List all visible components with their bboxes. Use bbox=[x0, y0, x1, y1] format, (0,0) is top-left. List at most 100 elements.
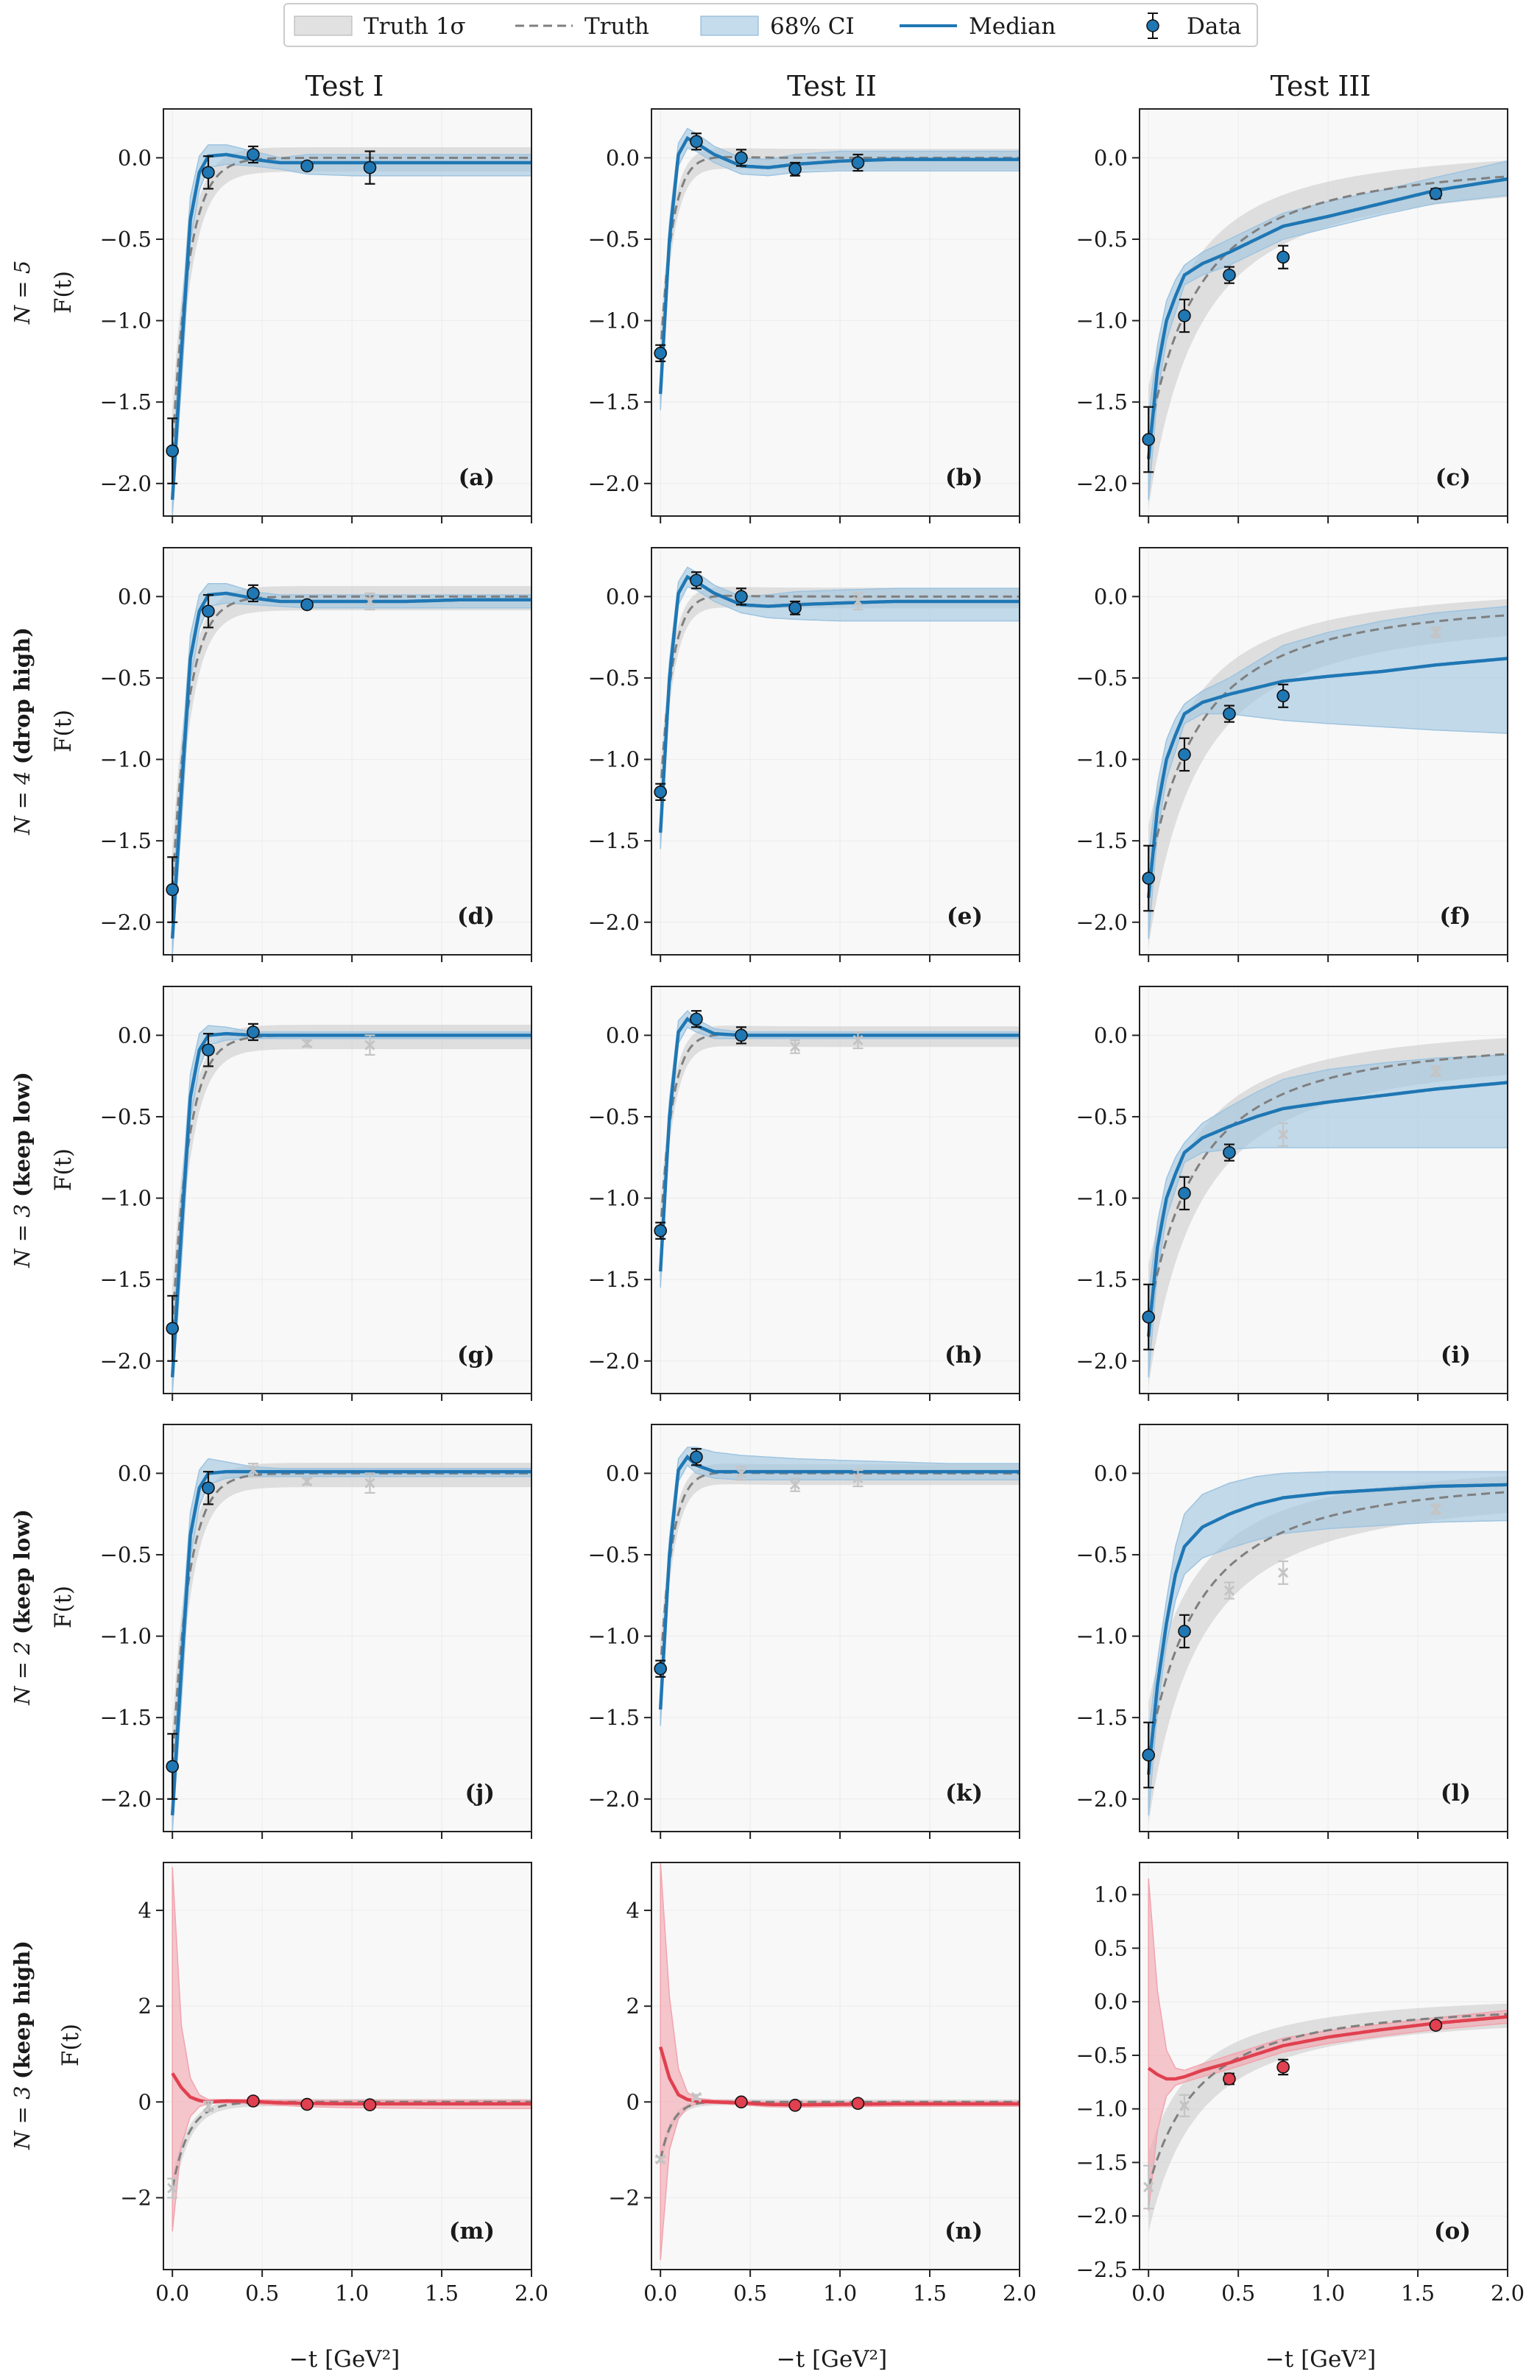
x-tick-label: 0.5 bbox=[733, 2281, 767, 2306]
x-tick-label: 2.0 bbox=[1003, 2281, 1036, 2306]
x-tick-label: 0.0 bbox=[643, 2281, 677, 2306]
excluded-marker bbox=[247, 1464, 259, 1476]
truth-line bbox=[659, 155, 1020, 353]
data-marker bbox=[690, 135, 703, 149]
y-tick-label: 0.0 bbox=[606, 145, 640, 170]
y-tick-label: 0 bbox=[626, 2089, 640, 2114]
x-tick-label: 1.0 bbox=[1311, 2281, 1345, 2306]
data-point bbox=[1178, 1614, 1191, 1649]
plot-frame bbox=[651, 108, 1020, 517]
plot-frame bbox=[163, 1424, 532, 1832]
y-tick-label: −2.0 bbox=[100, 1349, 152, 1374]
panel-label: (k) bbox=[945, 1780, 983, 1807]
y-tick-label: −2.0 bbox=[1076, 1349, 1128, 1374]
y-tick-label: −2 bbox=[120, 2185, 152, 2210]
median-line bbox=[658, 1016, 1020, 1272]
data-point bbox=[1223, 266, 1236, 284]
data-marker bbox=[1429, 187, 1443, 200]
ylabel-row-1: F(t) bbox=[50, 271, 77, 314]
panel-label: (m) bbox=[449, 2218, 495, 2245]
ci-band bbox=[660, 1010, 1020, 1288]
data-point bbox=[690, 2091, 702, 2102]
ci-band bbox=[660, 1447, 1020, 1726]
excluded-marker bbox=[852, 596, 863, 607]
excluded-marker bbox=[852, 1034, 863, 1046]
median-line bbox=[1146, 1483, 1508, 1775]
panel-d: 0.0 −0.5 −1.0 −1.5 −2.0 (d) bbox=[100, 547, 532, 962]
y-tick-label: −1.0 bbox=[588, 308, 640, 333]
xlabel-col-3: −t [GeV²] bbox=[1265, 2346, 1376, 2373]
legend-swatch-ci bbox=[700, 15, 759, 36]
plot-body bbox=[1142, 599, 1508, 947]
y-tick-label: −2.0 bbox=[588, 910, 640, 935]
median-line bbox=[1146, 1081, 1508, 1337]
plot-frame bbox=[1139, 108, 1508, 517]
data-point bbox=[1223, 1143, 1236, 1162]
data-point bbox=[202, 1033, 215, 1067]
median-line bbox=[170, 1031, 531, 1378]
data-marker bbox=[1142, 1748, 1155, 1762]
data-marker bbox=[1142, 872, 1155, 885]
plot-body bbox=[654, 1447, 1020, 1726]
row-label-2: N = 4 (drop high) bbox=[10, 627, 35, 836]
truth-band bbox=[1148, 1476, 1508, 1823]
data-point bbox=[300, 159, 314, 173]
data-point bbox=[851, 2097, 865, 2111]
y-tick-label: −1.5 bbox=[100, 1267, 152, 1292]
data-point bbox=[202, 1471, 215, 1505]
truth-line bbox=[1147, 1053, 1508, 1318]
y-tick-label: 0.0 bbox=[118, 145, 152, 170]
data-marker bbox=[1223, 268, 1236, 282]
ylabel-row-2: F(t) bbox=[50, 710, 77, 752]
panel-m: 0.0 0.5 1.0 1.5 2.0 4 2 0 −2 (m) bbox=[120, 1862, 548, 2306]
y-tick-label: 0.0 bbox=[1094, 1023, 1128, 1048]
median-line bbox=[171, 2072, 531, 2106]
data-point bbox=[202, 2100, 214, 2112]
y-tick-label: −0.5 bbox=[100, 1104, 152, 1129]
data-marker bbox=[654, 785, 667, 799]
data-marker bbox=[1276, 689, 1290, 703]
data-point bbox=[654, 783, 667, 801]
y-tick-label: −2.0 bbox=[588, 1787, 640, 1812]
data-marker bbox=[1223, 707, 1236, 721]
data-point bbox=[1178, 737, 1191, 772]
ylabel-row-4: F(t) bbox=[50, 1586, 77, 1628]
data-marker bbox=[1223, 1145, 1236, 1159]
truth-line bbox=[659, 594, 1020, 792]
data-marker bbox=[300, 2097, 314, 2111]
plot-frame bbox=[163, 1862, 532, 2270]
plot-body bbox=[1143, 1878, 1508, 2232]
panel-o: 0.0 0.5 1.0 1.5 2.0 1.0 0.5 0.0 −0.5 −1.0 −1.5 −2.0… bbox=[1076, 1862, 1525, 2306]
y-tick-label: −2.0 bbox=[588, 1349, 640, 1374]
ylabel-row-3: F(t) bbox=[50, 1148, 77, 1191]
y-tick-label: −0.5 bbox=[1076, 1542, 1128, 1567]
y-tick-label: −1.5 bbox=[1076, 2150, 1128, 2175]
plot-frame bbox=[1139, 986, 1508, 1394]
data-marker bbox=[166, 444, 179, 458]
data-point bbox=[788, 600, 802, 615]
plot-body bbox=[655, 1862, 1020, 2261]
row-label-suffix: (keep high) bbox=[10, 1941, 35, 2079]
data-marker bbox=[1178, 309, 1191, 322]
excluded-marker bbox=[1143, 2181, 1154, 2193]
data-marker bbox=[300, 159, 314, 173]
plot-frame bbox=[1139, 547, 1508, 956]
y-tick-label: −1.5 bbox=[100, 828, 152, 853]
truth-line bbox=[171, 595, 531, 890]
x-tick-label: 1.0 bbox=[823, 2281, 857, 2306]
plot-area bbox=[651, 109, 1020, 516]
legend-label-truth-line: Truth bbox=[584, 13, 649, 40]
plot-body bbox=[1142, 160, 1508, 508]
svg-text:N = 2 (keep low): N = 2 (keep low) bbox=[10, 1509, 35, 1706]
data-point bbox=[1429, 187, 1443, 200]
data-point bbox=[735, 587, 748, 606]
data-marker bbox=[166, 1321, 179, 1335]
y-tick-label: −2.0 bbox=[1076, 910, 1128, 935]
data-marker bbox=[690, 573, 703, 587]
y-tick-label: −1.5 bbox=[1076, 389, 1128, 414]
x-tick-label: 1.0 bbox=[335, 2281, 369, 2306]
data-point bbox=[1223, 705, 1236, 723]
excluded-marker bbox=[364, 596, 375, 607]
legend-swatch-truth-band bbox=[294, 15, 353, 36]
y-tick-label: 0 bbox=[138, 2089, 152, 2114]
